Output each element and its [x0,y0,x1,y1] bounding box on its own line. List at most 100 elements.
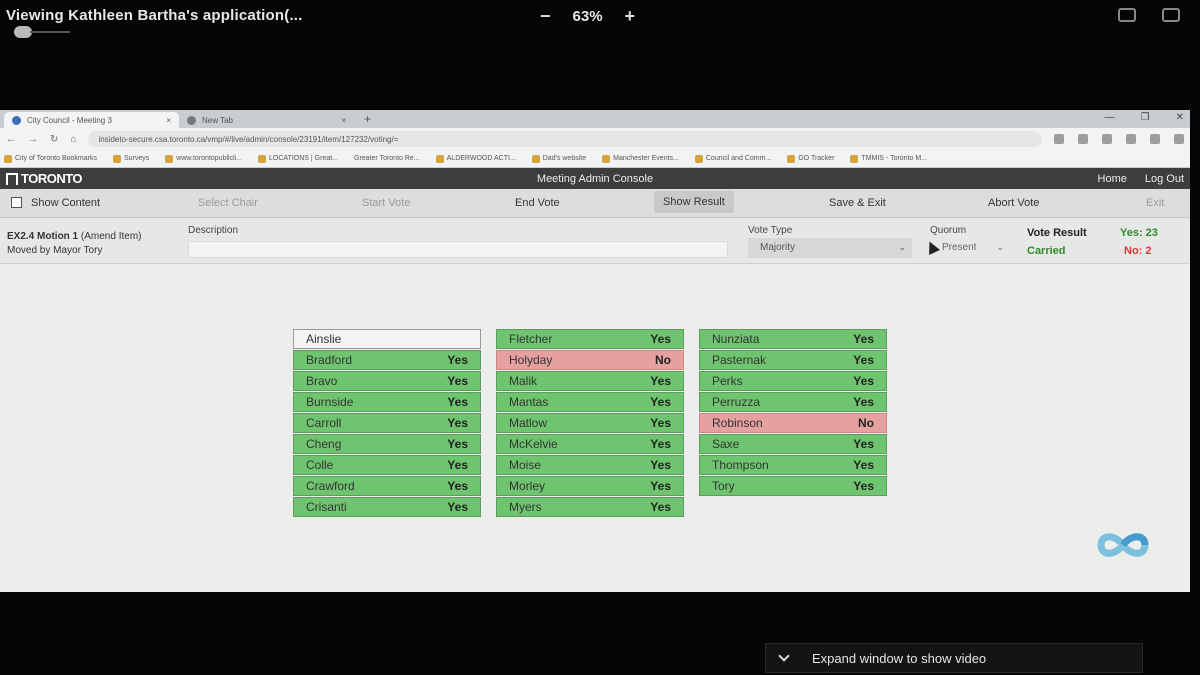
home-link[interactable]: Home [1097,172,1127,185]
maximize-icon[interactable]: ❐ [1140,112,1150,123]
voter-row[interactable]: Ainslie [293,329,481,349]
new-tab-button[interactable]: + [364,112,372,126]
zoom-in-button[interactable]: + [624,6,636,26]
voter-row[interactable]: Crisanti Yes [293,497,481,517]
show-content-checkbox[interactable] [11,197,22,208]
voter-row[interactable]: Matlow Yes [496,413,684,433]
description-label: Description [188,225,239,236]
bookmark-item[interactable]: Manchester Events... [602,154,679,163]
voter-row[interactable]: Saxe Yes [699,434,887,454]
bookmark-item[interactable]: Council and Comm... [694,154,771,163]
no-count: No: 2 [1124,245,1152,257]
window-controls: — ❐ ✕ [1105,112,1184,123]
logout-link[interactable]: Log Out [1144,172,1184,185]
voter-name: Pasternak [712,353,767,367]
voter-row[interactable]: Malik Yes [496,371,684,391]
vote-result-label: Vote Result [1027,227,1087,239]
extensions-icon[interactable] [1102,134,1112,144]
exit-button[interactable]: Exit [1146,197,1165,209]
remote-control-icon[interactable] [1118,8,1136,22]
quorum-label: Quorum [930,225,967,236]
star-icon[interactable] [1078,134,1088,144]
voter-name: Bradford [306,353,353,367]
voter-name: Colle [306,458,334,472]
bookmark-item[interactable]: GO Tracker [787,154,834,163]
voter-row[interactable]: Bradford Yes [293,350,481,370]
voter-name: Cheng [306,437,342,451]
voter-row[interactable]: Morley Yes [496,476,684,496]
voter-column-1: Ainslie Bradford Yes Bravo Yes Burnside Yes… [293,329,481,517]
bookmark-item[interactable]: Dad's website [531,154,586,163]
voter-row[interactable]: Cheng Yes [293,434,481,454]
voter-row[interactable]: Myers Yes [496,497,684,517]
bookmark-label: ALDERWOOD ACTI... [446,155,516,162]
voter-row[interactable]: Perks Yes [699,371,887,391]
voter-row[interactable]: McKelvie Yes [496,434,684,454]
app-nav: Home Log Out [1098,173,1184,185]
back-icon[interactable]: ← [6,133,16,145]
voter-row[interactable]: Tory Yes [699,476,887,496]
voter-row[interactable]: Mantas Yes [496,392,684,412]
reload-icon[interactable]: ↻ [50,133,59,145]
minimize-icon[interactable]: — [1104,112,1115,123]
tab-new-tab[interactable]: New Tab × [179,112,354,128]
voter-vote: Yes [447,458,468,472]
start-vote-button[interactable]: Start Vote [362,197,411,209]
voter-row[interactable]: Thompson Yes [699,455,887,475]
shared-browser-window: City Council - Meeting 3 × New Tab × + —… [0,110,1190,592]
vote-type-select[interactable]: Majority ⌄ [748,238,912,258]
voter-row[interactable]: Colle Yes [293,455,481,475]
address-bar[interactable]: insideto-secure.csa.toronto.ca/vmp/#/liv… [88,131,1042,147]
voter-row[interactable]: Burnside Yes [293,392,481,412]
voter-name: Nunziata [712,332,760,346]
voter-row[interactable]: Moise Yes [496,455,684,475]
voter-row[interactable]: Holyday No [496,350,684,370]
chat-icon[interactable] [1162,8,1180,22]
voter-name: Bravo [306,374,338,388]
show-result-button[interactable]: Show Result [654,191,734,213]
bookmark-item[interactable]: Greater Toronto Re... [354,155,420,162]
voter-vote: No [655,353,671,367]
voter-row[interactable]: Fletcher Yes [496,329,684,349]
close-tab-icon[interactable]: × [341,115,346,125]
bookmark-item[interactable]: City of Toronto Bookmarks [4,154,97,163]
expand-video-bar[interactable]: Expand window to show video [765,643,1143,673]
close-tab-icon[interactable]: × [166,115,171,125]
bookmark-icon [694,154,703,163]
voter-name: Burnside [306,395,354,409]
description-field[interactable] [188,241,728,258]
voter-row[interactable]: Carroll Yes [293,413,481,433]
bookmark-item[interactable]: Surveys [112,154,149,163]
end-vote-button[interactable]: End Vote [515,197,560,209]
annotate-toggle-icon[interactable] [14,26,32,38]
voter-row[interactable]: Robinson No [699,413,887,433]
voter-row[interactable]: Perruzza Yes [699,392,887,412]
voter-row[interactable]: Crawford Yes [293,476,481,496]
browser-toolbar: ← → ↻ ⌂ insideto-secure.csa.toronto.ca/v… [0,128,1190,150]
sidebar-icon[interactable] [1126,134,1136,144]
zoom-out-button[interactable]: − [540,6,551,26]
webex-logo-icon [1097,533,1149,557]
quorum-select[interactable]: Present ⌄ [930,238,1008,258]
abort-vote-button[interactable]: Abort Vote [988,197,1040,209]
select-chair-button[interactable]: Select Chair [198,197,258,209]
voter-vote: Yes [650,374,671,388]
share-icon[interactable] [1054,134,1064,144]
home-icon[interactable]: ⌂ [70,133,77,145]
close-window-icon[interactable]: ✕ [1175,112,1184,123]
bookmark-item[interactable]: LOCATIONS | Great... [258,154,338,163]
motion-type: (Amend Item) [80,231,142,242]
bookmark-item[interactable]: www.torontopublicli... [165,154,242,163]
menu-icon[interactable] [1174,134,1184,144]
tab-city-council[interactable]: City Council - Meeting 3 × [4,112,179,128]
forward-icon[interactable]: → [28,133,38,145]
bookmark-item[interactable]: TMMIS - Toronto M... [850,154,927,163]
voter-row[interactable]: Pasternak Yes [699,350,887,370]
save-exit-button[interactable]: Save & Exit [829,197,886,209]
voter-row[interactable]: Nunziata Yes [699,329,887,349]
bookmark-item[interactable]: ALDERWOOD ACTI... [435,154,516,163]
voter-name: Fletcher [509,332,553,346]
voter-row[interactable]: Bravo Yes [293,371,481,391]
profile-icon[interactable] [1150,134,1160,144]
show-content-toggle[interactable]: Show Content [11,197,100,209]
